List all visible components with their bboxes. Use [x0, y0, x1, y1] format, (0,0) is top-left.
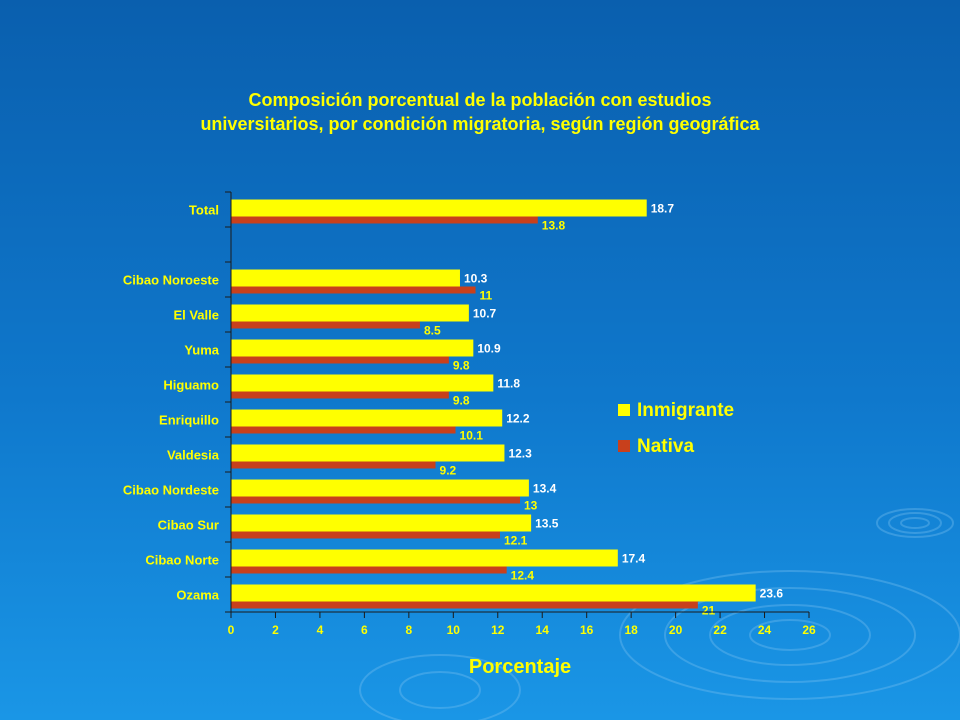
x-tick-label: 8 — [406, 623, 413, 637]
x-tick-label: 12 — [491, 623, 505, 637]
data-label-inmigrante: 18.7 — [651, 202, 675, 216]
data-label-nativa: 13 — [524, 499, 538, 513]
bar-nativa — [231, 601, 698, 609]
bar-nativa — [231, 216, 538, 224]
data-label-nativa: 9.8 — [453, 394, 470, 408]
chart-title: Composición porcentual de la población c… — [200, 90, 760, 134]
category-label: Ozama — [176, 588, 219, 603]
data-label-inmigrante: 12.2 — [506, 412, 530, 426]
x-axis-title: Porcentaje — [469, 656, 571, 678]
legend-label: Nativa — [637, 436, 694, 457]
category-label: Valdesia — [167, 448, 220, 463]
category-label: Cibao Sur — [158, 518, 219, 533]
bar-inmigrante — [231, 584, 756, 602]
data-label-nativa: 11 — [480, 289, 493, 303]
data-label-inmigrante: 10.9 — [477, 342, 501, 356]
legend-label: Inmigrante — [637, 400, 734, 421]
category-label: Cibao Nordeste — [123, 483, 219, 498]
bar-inmigrante — [231, 269, 460, 287]
bar-nativa — [231, 531, 500, 539]
category-label: Higuamo — [163, 378, 219, 393]
bar-nativa — [231, 461, 436, 469]
x-tick-label: 22 — [713, 623, 727, 637]
data-label-nativa: 13.8 — [542, 219, 566, 233]
bar-inmigrante — [231, 479, 529, 497]
data-label-inmigrante: 10.7 — [473, 307, 497, 321]
data-label-inmigrante: 13.5 — [535, 517, 559, 531]
bar-inmigrante — [231, 374, 494, 392]
category-label: El Valle — [173, 308, 219, 323]
category-label: Enriquillo — [159, 413, 219, 428]
category-label: Cibao Noroeste — [123, 273, 219, 288]
bar-inmigrante — [231, 514, 532, 532]
data-label-nativa: 12.4 — [511, 569, 535, 583]
x-tick-label: 4 — [317, 623, 324, 637]
bar-inmigrante — [231, 409, 503, 427]
bar-inmigrante — [231, 339, 474, 357]
data-label-nativa: 9.2 — [440, 464, 457, 478]
legend-swatch — [618, 440, 630, 452]
bar-nativa — [231, 566, 507, 574]
bar-nativa — [231, 286, 476, 294]
x-tick-label: 6 — [361, 623, 368, 637]
x-tick-label: 2 — [272, 623, 279, 637]
x-tick-label: 20 — [669, 623, 683, 637]
data-label-nativa: 8.5 — [424, 324, 441, 338]
legend-swatch — [618, 404, 630, 416]
data-label-nativa: 9.8 — [453, 359, 470, 373]
data-label-nativa: 10.1 — [460, 429, 484, 443]
x-tick-label: 10 — [447, 623, 461, 637]
bar-inmigrante — [231, 304, 469, 322]
data-label-inmigrante: 17.4 — [622, 552, 646, 566]
bar-inmigrante — [231, 199, 647, 217]
x-tick-label: 0 — [228, 623, 235, 637]
bar-inmigrante — [231, 549, 618, 567]
bar-nativa — [231, 391, 449, 399]
data-label-inmigrante: 10.3 — [464, 272, 488, 286]
x-tick-label: 26 — [802, 623, 816, 637]
data-label-inmigrante: 23.6 — [760, 587, 784, 601]
bar-inmigrante — [231, 444, 505, 462]
data-label-inmigrante: 12.3 — [508, 447, 532, 461]
x-tick-label: 24 — [758, 623, 772, 637]
x-tick-label: 14 — [536, 623, 550, 637]
bar-nativa — [231, 321, 420, 329]
x-tick-label: 18 — [624, 623, 638, 637]
bar-nativa — [231, 356, 449, 364]
bar-nativa — [231, 496, 520, 504]
category-label: Total — [189, 203, 219, 218]
category-label: Yuma — [184, 343, 219, 358]
data-label-nativa: 21 — [702, 604, 716, 618]
x-tick-label: 16 — [580, 623, 594, 637]
data-label-inmigrante: 13.4 — [533, 482, 557, 496]
data-label-nativa: 12.1 — [504, 534, 528, 548]
bar-nativa — [231, 426, 456, 434]
data-label-inmigrante: 11.8 — [497, 377, 520, 391]
category-label: Cibao Norte — [145, 553, 219, 568]
